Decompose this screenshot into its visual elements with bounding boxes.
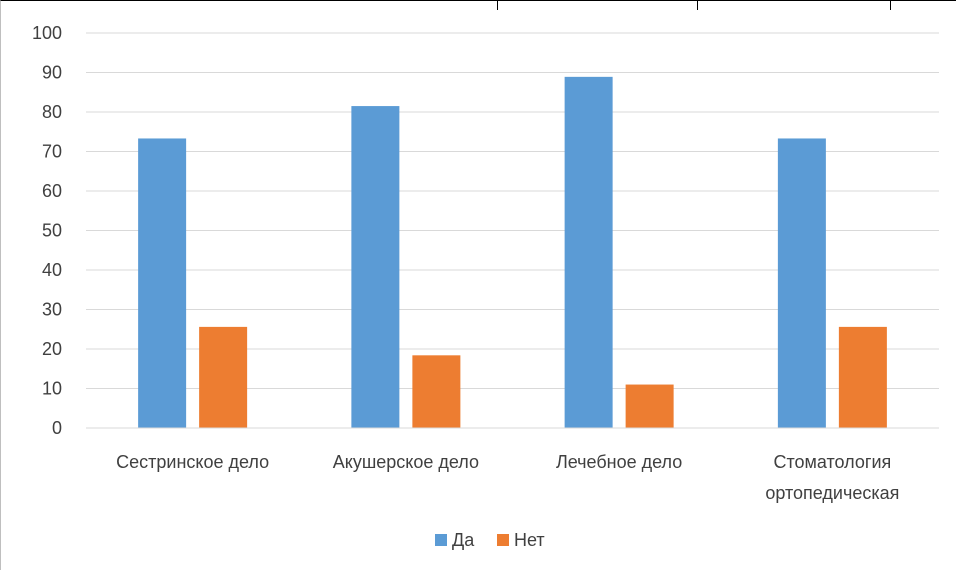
y-tick-label: 60 bbox=[42, 181, 62, 201]
y-tick-label: 80 bbox=[42, 102, 62, 122]
table-border-mark bbox=[697, 1, 698, 10]
bar-net-1 bbox=[199, 326, 248, 428]
bar-da-3 bbox=[564, 76, 613, 428]
x-category-label: Лечебное дело bbox=[556, 452, 682, 472]
y-tick-label: 30 bbox=[42, 300, 62, 320]
y-tick-label: 100 bbox=[32, 23, 62, 43]
x-axis-labels: Сестринское дело Акушерское дело Лечебное … bbox=[116, 452, 899, 503]
bars bbox=[138, 76, 887, 428]
y-tick-label: 0 bbox=[52, 418, 62, 438]
legend-label: Да bbox=[452, 530, 475, 550]
bar-da-2 bbox=[351, 106, 400, 428]
y-tick-label: 20 bbox=[42, 339, 62, 359]
x-category-label: Сестринское дело bbox=[116, 452, 269, 472]
legend-swatch bbox=[497, 534, 509, 546]
legend: Да Нет bbox=[435, 530, 545, 550]
y-tick-label: 40 bbox=[42, 260, 62, 280]
bar-da-4 bbox=[777, 138, 826, 428]
y-tick-label: 50 bbox=[42, 221, 62, 241]
bar-net-4 bbox=[838, 326, 887, 428]
y-axis-ticks: 0 10 20 30 40 50 60 70 80 90 100 bbox=[32, 23, 62, 438]
legend-label: Нет bbox=[514, 530, 545, 550]
y-tick-label: 70 bbox=[42, 142, 62, 162]
y-tick-label: 10 bbox=[42, 379, 62, 399]
x-category-label: ортопедическая bbox=[765, 483, 899, 503]
bar-da-1 bbox=[138, 138, 187, 428]
legend-swatch bbox=[435, 534, 447, 546]
table-border-mark bbox=[890, 1, 891, 10]
bar-net-2 bbox=[412, 355, 461, 428]
x-category-label: Стоматология bbox=[773, 452, 891, 472]
y-tick-label: 90 bbox=[42, 63, 62, 83]
bar-net-3 bbox=[625, 384, 674, 428]
x-category-label: Акушерское дело bbox=[333, 452, 479, 472]
table-border-mark bbox=[497, 1, 498, 10]
